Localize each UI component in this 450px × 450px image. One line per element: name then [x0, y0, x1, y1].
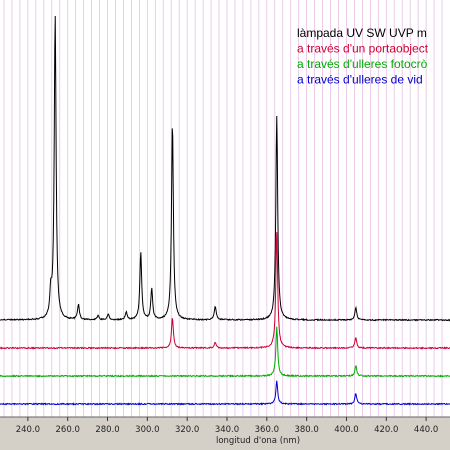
x-tick-label: 300.0: [135, 425, 159, 435]
series-line-1: [0, 15, 450, 322]
series-line-3: [0, 326, 450, 378]
x-tick-label: 420.0: [374, 425, 398, 435]
series-line-2: [0, 232, 450, 350]
x-tick-label: 380.0: [294, 425, 318, 435]
x-tick-label: 280.0: [95, 425, 119, 435]
x-tick-label: 440.0: [414, 425, 438, 435]
x-axis-title: longitud d'ona (nm): [216, 436, 300, 446]
series-layer: [0, 15, 450, 406]
legend-entry-3: a través d'ulleres fotocrò: [297, 57, 428, 71]
x-tick-label: 360.0: [255, 425, 279, 435]
axis-band: [0, 417, 450, 450]
x-tick-label: 400.0: [334, 425, 358, 435]
series-line-4: [0, 380, 450, 406]
legend: làmpada UV SW UVP m a través d'un portaob…: [297, 26, 429, 87]
x-tick-label: 260.0: [56, 425, 80, 435]
x-tick-label: 240.0: [16, 425, 40, 435]
x-tick-label: 320.0: [175, 425, 199, 435]
legend-entry-4: a través d'ulleres de vid: [297, 73, 423, 87]
legend-entry-1: làmpada UV SW UVP m: [297, 26, 427, 40]
x-axis-ticks: 240.0 260.0 280.0 300.0 320.0 340.0 360.0 380.0…: [16, 417, 438, 435]
x-tick-label: 340.0: [215, 425, 239, 435]
legend-entry-2: a través d'un portaobject: [297, 42, 429, 56]
